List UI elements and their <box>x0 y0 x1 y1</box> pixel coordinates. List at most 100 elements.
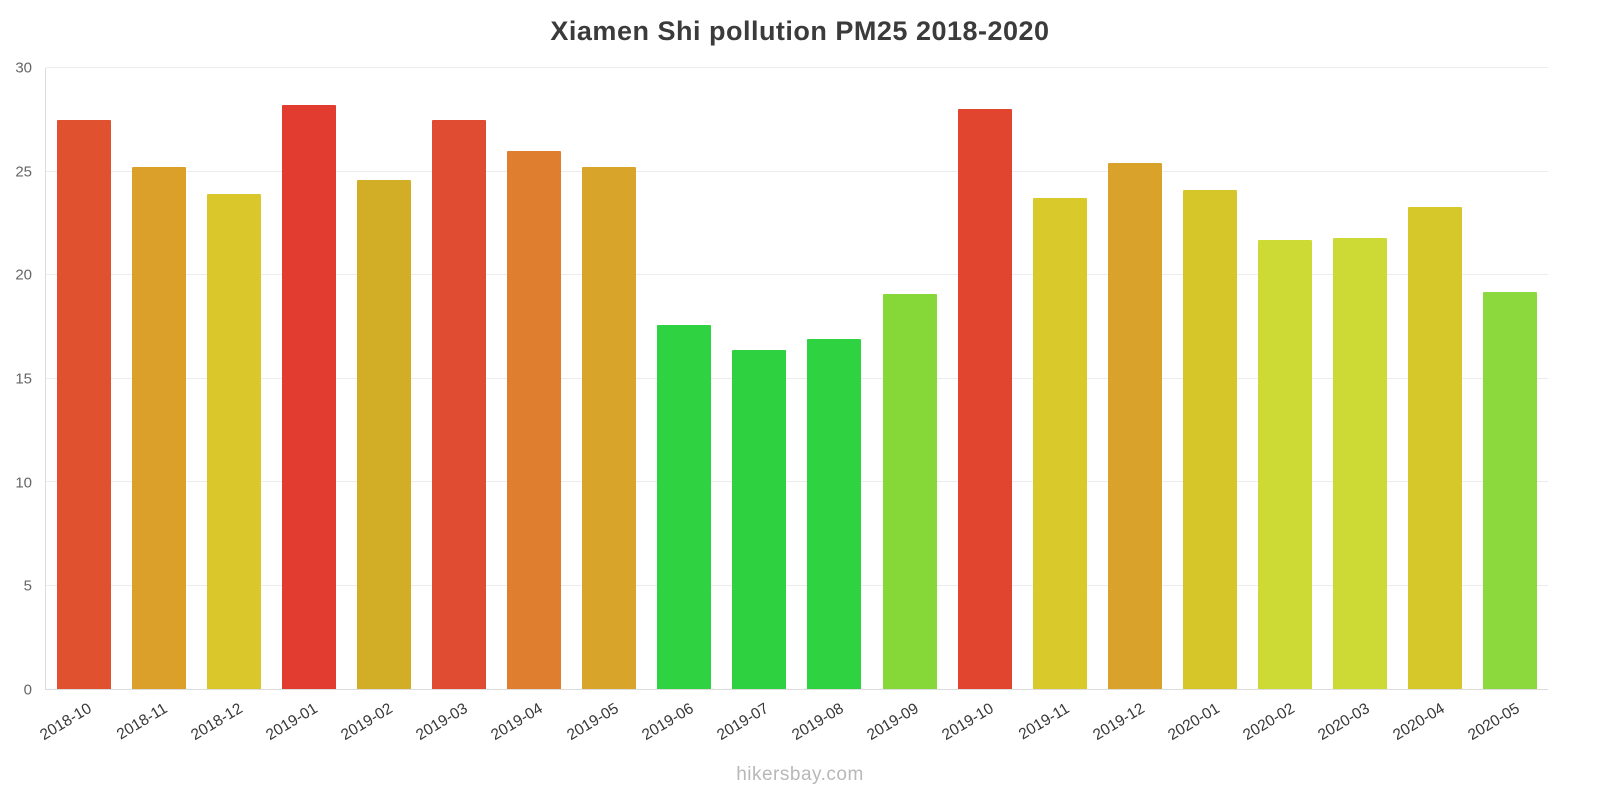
bar-slot <box>947 68 1022 689</box>
bar-slot <box>797 68 872 689</box>
bar-slot <box>346 68 421 689</box>
bar-slot <box>1473 68 1548 689</box>
gridline <box>46 377 1548 379</box>
bar-slot <box>1248 68 1323 689</box>
x-axis-label-slot: 2019-03 <box>413 692 496 754</box>
y-axis-tick-label: 5 <box>23 577 32 595</box>
gridline <box>46 170 1548 172</box>
bar-2018-12 <box>206 194 261 689</box>
bar-slot <box>1323 68 1398 689</box>
x-axis-label: 2019-11 <box>1015 700 1073 744</box>
bar-2020-01 <box>1182 190 1237 689</box>
x-axis-label: 2018-11 <box>113 700 171 744</box>
watermark: hikersbay.com <box>736 764 864 785</box>
bar-slot <box>421 68 496 689</box>
x-axis-label: 2019-08 <box>789 700 847 744</box>
bar-2020-05 <box>1483 291 1538 689</box>
bar-2019-11 <box>1032 198 1087 689</box>
bar-2019-07 <box>732 349 787 689</box>
bar-slot <box>1097 68 1172 689</box>
chart-title: Xiamen Shi pollution PM25 2018-2020 <box>550 16 1050 46</box>
x-axis-label-slot: 2019-09 <box>864 692 947 754</box>
bar-2019-12 <box>1107 163 1162 689</box>
bar-2019-05 <box>582 167 637 689</box>
bar-slot <box>722 68 797 689</box>
y-axis: 0 5 10 15 20 25 30 <box>0 60 38 699</box>
x-axis-label: 2018-12 <box>187 700 246 744</box>
x-axis-label-slot: 2019-08 <box>789 692 872 754</box>
x-axis-label: 2019-12 <box>1089 700 1148 744</box>
bar-2020-03 <box>1333 237 1388 689</box>
x-axis-label-slot: 2020-01 <box>1165 692 1247 754</box>
x-axis-label-slot: 2018-11 <box>114 692 195 754</box>
x-axis-label-slot: 2020-05 <box>1466 692 1548 754</box>
y-axis-tick-label: 20 <box>15 266 32 284</box>
x-axis-label-slot: 2019-01 <box>263 692 345 754</box>
bar-slot <box>497 68 572 689</box>
bar-slot <box>121 68 196 689</box>
x-axis-label: 2019-02 <box>338 700 396 744</box>
x-axis-label-slot: 2019-02 <box>338 692 421 754</box>
x-axis-label-slot: 2019-12 <box>1090 692 1172 754</box>
x-axis-label-slot: 2020-04 <box>1390 692 1473 754</box>
x-axis-label: 2019-07 <box>713 700 772 744</box>
bar-2020-02 <box>1258 239 1313 689</box>
x-axis-label: 2020-05 <box>1465 700 1524 744</box>
gridline <box>46 481 1548 482</box>
x-axis-label-slot: 2019-06 <box>639 692 721 754</box>
x-axis-label-slot: 2019-11 <box>1016 692 1097 754</box>
y-axis-tick-label: 25 <box>15 163 32 181</box>
bar-2019-09 <box>882 293 937 689</box>
bar-2018-10 <box>56 119 111 689</box>
x-axis-label: 2019-04 <box>488 700 547 744</box>
x-axis-label: 2019-01 <box>263 700 321 744</box>
x-axis-label: 2019-10 <box>939 700 997 744</box>
x-axis-label: 2019-09 <box>864 700 922 744</box>
x-axis-label-slot: 2020-03 <box>1315 692 1398 754</box>
bar-2019-03 <box>432 119 487 689</box>
x-axis-label: 2018-10 <box>37 700 96 744</box>
x-axis-label-slot: 2019-04 <box>489 692 571 754</box>
bar-slot <box>647 68 722 689</box>
x-axis-label: 2020-01 <box>1164 700 1223 744</box>
gridline <box>46 67 1548 68</box>
y-axis-tick-label: 30 <box>15 59 32 77</box>
bar-2019-08 <box>807 339 862 689</box>
gridline <box>46 274 1548 275</box>
x-axis-label-slot: 2019-10 <box>939 692 1022 754</box>
x-axis-label: 2019-05 <box>563 700 622 744</box>
x-axis-label-slot: 2020-02 <box>1240 692 1323 754</box>
bar-2019-02 <box>356 179 411 689</box>
bar-slot <box>1022 68 1097 689</box>
x-axis-label: 2019-03 <box>413 700 471 744</box>
plot-area <box>45 67 1548 690</box>
bar-slot <box>46 68 121 689</box>
x-axis-label: 2020-04 <box>1390 700 1448 744</box>
bars-container <box>46 68 1548 689</box>
x-axis-label-slot: 2018-12 <box>188 692 270 754</box>
y-axis-tick-label: 10 <box>15 474 32 492</box>
x-axis-label-slot: 2019-05 <box>564 692 646 754</box>
bar-2019-04 <box>507 150 562 689</box>
gridline <box>46 584 1548 586</box>
x-axis-label-slot: 2019-07 <box>714 692 796 754</box>
bar-2019-06 <box>657 324 712 689</box>
bar-2019-01 <box>281 105 336 689</box>
x-axis-label: 2019-06 <box>638 700 697 744</box>
x-axis-label: 2020-02 <box>1240 700 1298 744</box>
bar-slot <box>1398 68 1473 689</box>
bar-slot <box>196 68 271 689</box>
bar-slot <box>872 68 947 689</box>
y-axis-tick-label: 0 <box>23 681 32 699</box>
bar-slot <box>572 68 647 689</box>
x-axis-label-slot: 2018-10 <box>38 692 120 754</box>
bar-2019-10 <box>957 109 1012 689</box>
bar-2020-04 <box>1408 206 1463 689</box>
x-axis: 2018-10 2018-11 2018-12 2019-01 2019-02 2019-… <box>38 692 1548 754</box>
bar-slot <box>1172 68 1247 689</box>
x-axis-label: 2020-03 <box>1315 700 1373 744</box>
y-axis-tick-label: 15 <box>15 370 32 388</box>
bar-2018-11 <box>131 167 186 689</box>
bar-slot <box>271 68 346 689</box>
